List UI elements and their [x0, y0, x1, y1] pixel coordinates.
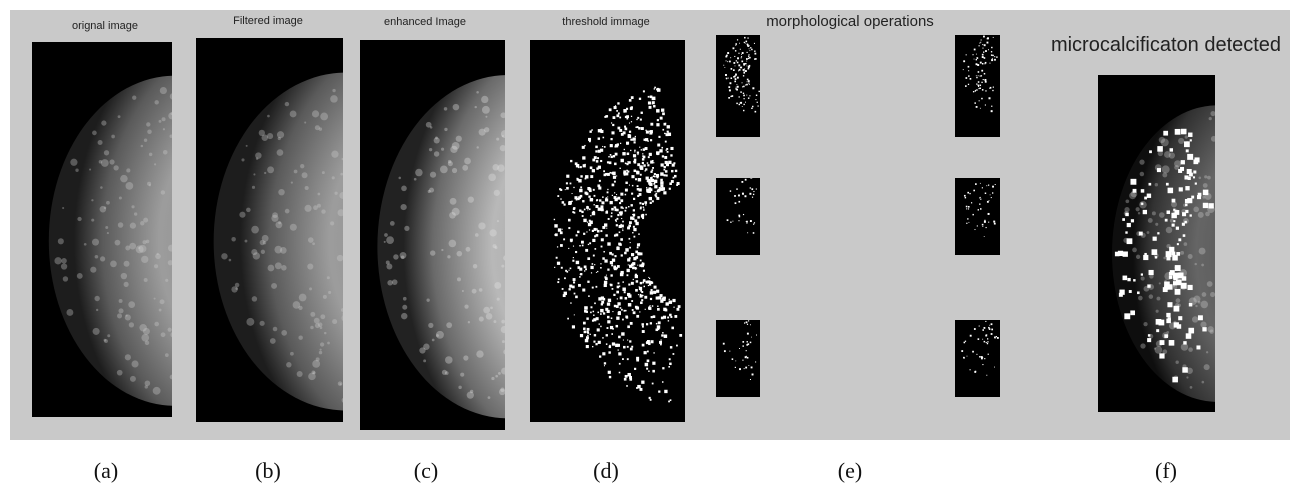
page: orignal image Filtered image enhanced Im… [0, 0, 1299, 503]
panel-caption: (f) [1155, 458, 1177, 483]
mammogram-image [955, 178, 1000, 255]
panel-caption: (b) [255, 458, 281, 483]
figure: orignal image Filtered image enhanced Im… [0, 0, 1299, 503]
panel-caption: (e) [838, 458, 862, 483]
mammogram-image [530, 40, 685, 422]
panel-caption: (c) [414, 458, 438, 483]
mammogram-image [716, 320, 760, 397]
mammogram-image [716, 33, 760, 137]
mammogram-image [955, 35, 1000, 137]
panel-title: enhanced Image [384, 16, 466, 28]
panel-caption: (d) [593, 458, 619, 483]
panel-title: morphological operations [766, 13, 934, 30]
panel-title: orignal image [72, 20, 138, 32]
panel-title: threshold immage [562, 16, 649, 28]
images [32, 33, 1299, 430]
panel-caption: (a) [94, 458, 118, 483]
panel-title: Filtered image [233, 15, 303, 27]
panel-title: microcalcificaton detected [1051, 34, 1281, 56]
mammogram-image [716, 177, 760, 255]
mammogram-image [955, 320, 1000, 397]
